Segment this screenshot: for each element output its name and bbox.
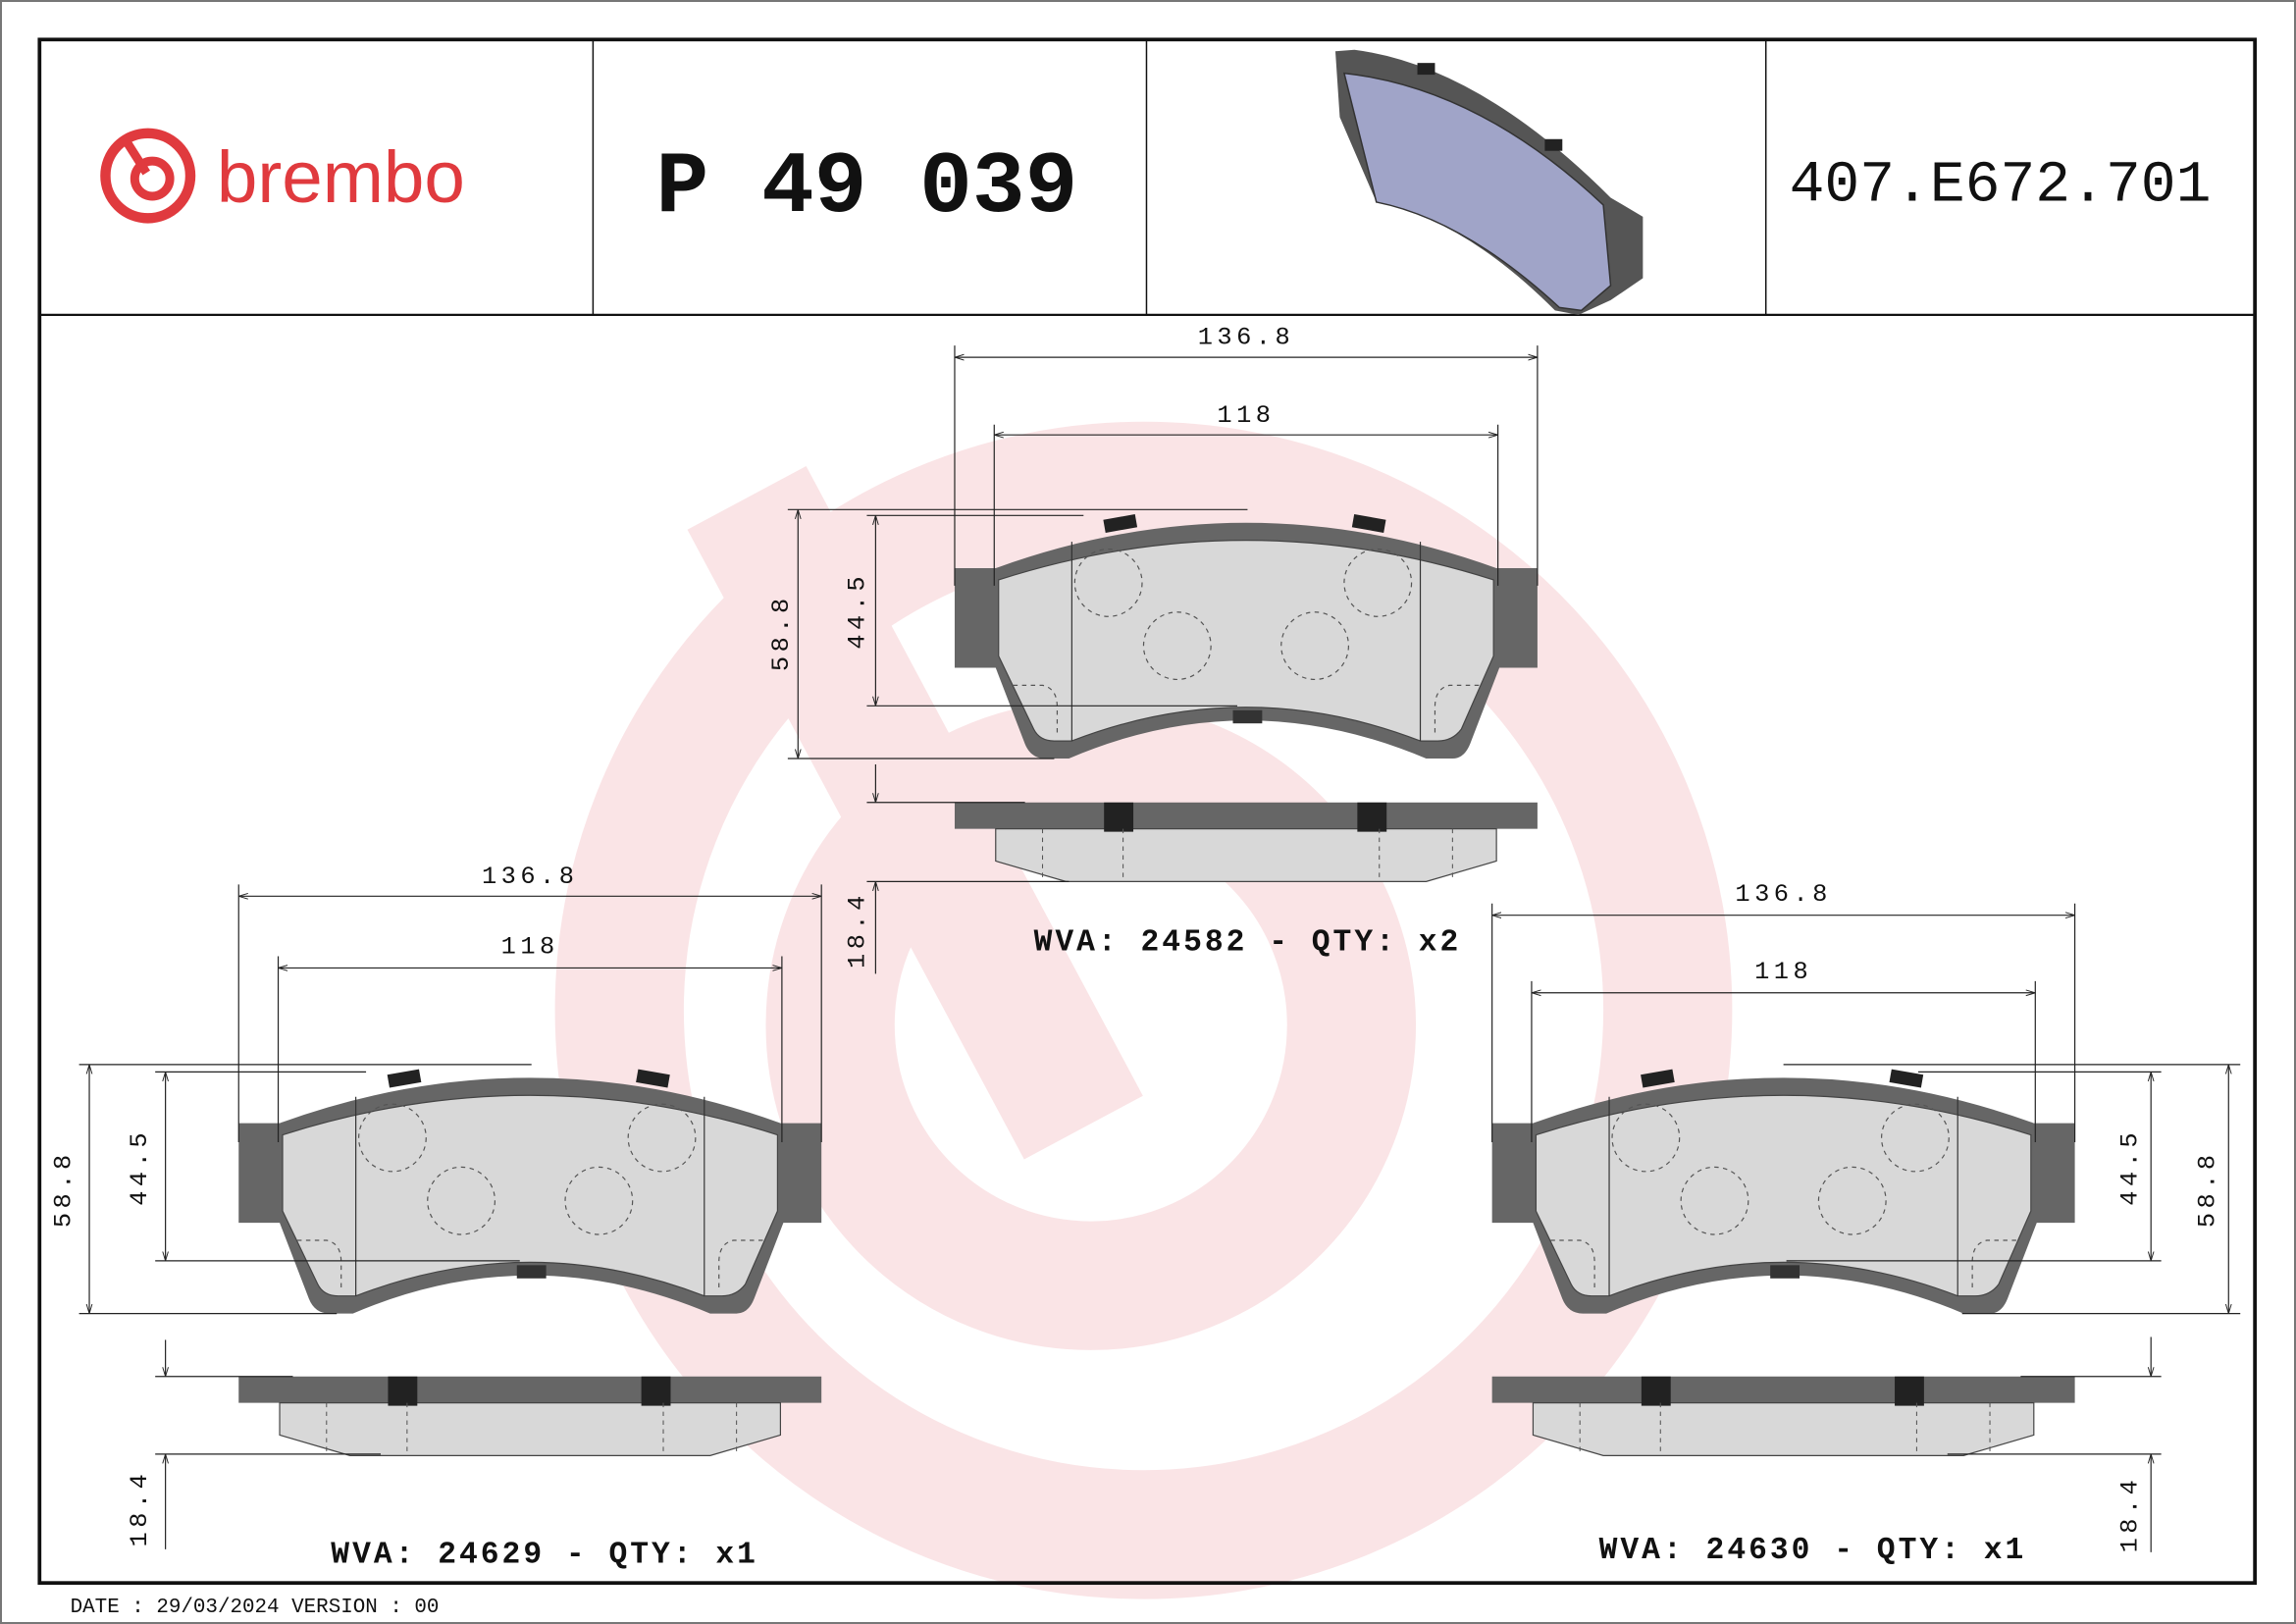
right-height-inner: 44.5 (2115, 1128, 2144, 1206)
left-caption: WVA: 24629 - QTY: x1 (331, 1538, 758, 1572)
part-number: P 49 039 (656, 137, 1078, 237)
right-height-total: 58.8 (2193, 1150, 2221, 1228)
left-thickness: 18.4 (126, 1470, 154, 1547)
top-height-inner: 44.5 (843, 572, 871, 650)
top-height-total: 58.8 (767, 594, 796, 671)
right-width-total: 136.8 (1735, 880, 1831, 909)
date-version: DATE : 29/03/2024 VERSION : 00 (71, 1597, 440, 1619)
left-width-inner: 118 (501, 932, 559, 961)
top-width-total: 136.8 (1198, 324, 1294, 352)
top-width-inner: 118 (1217, 401, 1275, 430)
top-pad-view: 136.8 118 58.8 44.5 18.4 WVA: 24582 - QT… (767, 324, 1539, 974)
right-width-inner: 118 (1754, 958, 1812, 986)
left-width-total: 136.8 (482, 863, 578, 891)
drawing-frame (37, 37, 2258, 1586)
brembo-watermark (554, 421, 1733, 1599)
brand-name: brembo (217, 135, 465, 218)
reference-number: 407.E672.701 (1790, 151, 2212, 218)
top-thickness: 18.4 (843, 891, 871, 969)
left-height-inner: 44.5 (126, 1128, 154, 1206)
top-caption: WVA: 24582 - QTY: x2 (1034, 926, 1462, 961)
left-height-total: 58.8 (50, 1150, 78, 1228)
left-pad-view: 136.8 118 58.8 44.5 18.4 WVA: 24629 - QT… (50, 863, 822, 1572)
brembo-logo-icon (100, 128, 196, 224)
right-pad-view: 136.8 118 58.8 44.5 18.4 WVA: 24630 - QT… (1490, 880, 2241, 1568)
right-caption: WVA: 24630 - QTY: x1 (1599, 1534, 2027, 1568)
right-thickness: 18.4 (2115, 1476, 2144, 1553)
pad-3d-preview (1334, 49, 1644, 315)
